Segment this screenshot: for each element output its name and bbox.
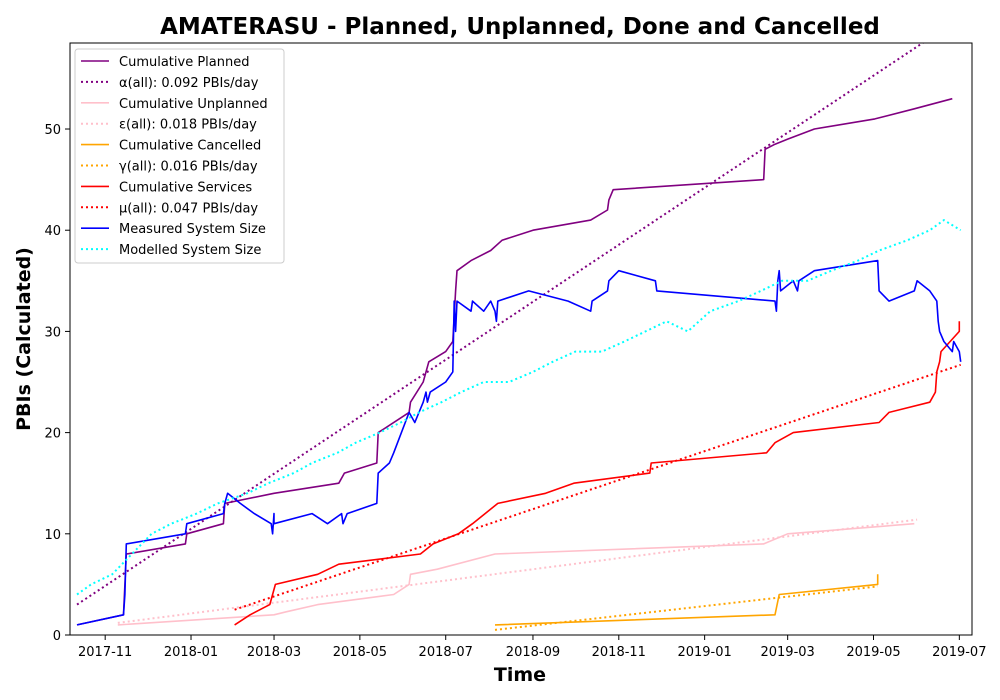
x-tick-label: 2018-05: [333, 645, 387, 660]
x-tick-label: 2018-03: [247, 645, 301, 660]
series-line-measured-system-size: [76, 259, 962, 626]
y-tick-label: 50: [44, 123, 61, 138]
legend-label: Modelled System Size: [119, 243, 261, 258]
x-tick-label: 2019-07: [932, 645, 986, 660]
y-tick-label: 40: [44, 224, 61, 239]
chart-title: AMATERASU - Planned, Unplanned, Done and…: [160, 14, 880, 40]
x-tick-label: 2018-11: [592, 645, 646, 660]
legend-label: ε(all): 0.018 PBIs/day: [119, 118, 257, 133]
series-line-all-0-016-pbis-day: [494, 585, 878, 631]
series-line-cumulative-unplanned: [117, 522, 915, 626]
x-tick-label: 2019-01: [677, 645, 731, 660]
legend-label: Cumulative Cancelled: [119, 139, 261, 154]
y-tick-label: 10: [44, 528, 61, 543]
legend-box: [74, 48, 285, 264]
series-line-all-0-018-pbis-day: [117, 518, 918, 624]
legend-label: μ(all): 0.047 PBIs/day: [119, 201, 258, 216]
legend-label: α(all): 0.092 PBIs/day: [119, 76, 259, 91]
legend-label: Cumulative Services: [119, 180, 252, 195]
y-tick-label: 20: [44, 427, 61, 442]
x-tick-label: 2018-09: [506, 645, 560, 660]
y-tick-label: 30: [44, 325, 61, 340]
series-layer: [76, 43, 962, 631]
x-tick-label: 2019-03: [760, 645, 814, 660]
legend-label: Cumulative Unplanned: [119, 97, 268, 112]
y-axis-label: PBIs (Calculated): [13, 247, 35, 431]
legend-label: Cumulative Planned: [119, 55, 249, 70]
y-axis: 0 10 20 30 40 50: [44, 123, 70, 644]
x-axis: 2017-11 2018-01 2018-03 2018-05 2018-07 2018-…: [78, 635, 986, 660]
series-line-cumulative-cancelled: [494, 574, 879, 626]
x-tick-label: 2018-01: [164, 645, 218, 660]
x-tick-label: 2017-11: [78, 645, 132, 660]
x-axis-label: Time: [494, 664, 546, 686]
y-tick-label: 0: [53, 629, 61, 644]
x-tick-label: 2019-05: [846, 645, 900, 660]
series-line-all-0-047-pbis-day: [234, 363, 962, 611]
legend-label: γ(all): 0.016 PBIs/day: [119, 160, 258, 175]
plot-frame: [69, 42, 973, 636]
series-line-modelled-system-size: [76, 219, 962, 596]
series-line-cumulative-services: [234, 321, 961, 626]
legend: Cumulative Planned α(all): 0.092 PBIs/day…: [74, 48, 285, 264]
x-tick-label: 2018-07: [419, 645, 473, 660]
legend-label: Measured System Size: [119, 222, 266, 237]
